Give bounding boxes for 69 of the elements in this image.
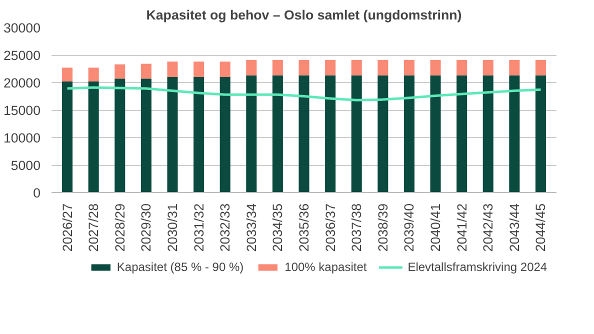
x-tick-label: 2031/32 [191, 203, 206, 252]
bar [298, 60, 310, 76]
legend-label: 100% kapasitet [284, 260, 367, 274]
y-tick-label: 0 [33, 186, 41, 200]
x-tick-label: 2040/41 [428, 203, 444, 252]
bar [220, 62, 230, 77]
y-tick-label: 25000 [3, 48, 40, 63]
chart-title: Kapasitet og behov – Oslo samlet (ungdomstrinn) [146, 8, 462, 22]
bar [140, 78, 152, 192]
bar [351, 60, 362, 76]
x-tick-label: 2027/28 [86, 203, 102, 252]
y-tick-label: 10000 [3, 130, 40, 146]
line-series [66, 86, 542, 102]
bar [404, 75, 414, 192]
x-tick-label: 2029/30 [138, 203, 154, 252]
bar [535, 60, 546, 76]
bar [62, 81, 73, 192]
bar [272, 75, 283, 192]
bar [167, 77, 178, 192]
y-tick-label: 5000 [10, 158, 41, 173]
y-tick-label: 20000 [3, 76, 40, 90]
bar [351, 75, 362, 192]
bar [140, 64, 152, 79]
y-tick-label: 15000 [3, 103, 40, 118]
x-tick-label: 2030/31 [164, 203, 180, 252]
bar [456, 75, 468, 192]
bar [62, 68, 73, 82]
bar [482, 75, 494, 192]
bar [246, 60, 257, 76]
bar [509, 75, 520, 192]
y-tick-label: 30000 [3, 20, 40, 36]
x-tick-label: 2037/38 [349, 203, 364, 252]
bar [114, 78, 126, 192]
x-tick-label: 2033/34 [244, 202, 259, 252]
bar [194, 62, 204, 77]
bar [220, 77, 230, 192]
x-tick-label: 2036/37 [322, 203, 338, 252]
bar [246, 75, 257, 192]
x-tick-label: 2042/43 [480, 203, 496, 252]
bar [88, 81, 99, 192]
x-tick-label: 2038/39 [375, 203, 390, 252]
bar [114, 64, 126, 79]
x-tick-label: 2034/35 [270, 203, 286, 252]
x-tick-label: 2044/45 [533, 203, 548, 252]
bar [325, 60, 336, 76]
x-tick-label: 2041/42 [454, 203, 470, 252]
bar [88, 68, 99, 82]
x-tick-label: 2035/36 [296, 203, 312, 252]
bar [298, 75, 310, 192]
bar [325, 75, 336, 192]
bar [430, 75, 441, 192]
x-tick-label: 2026/27 [60, 203, 75, 252]
legend-label: Kapasitet (85 % - 90 %) [116, 260, 244, 274]
bar [430, 60, 441, 76]
x-tick-label: 2028/29 [112, 203, 128, 252]
bar [456, 60, 468, 76]
legend-label: Elevtallsframskriving 2024 [408, 260, 548, 274]
bar [482, 60, 494, 76]
bar [378, 60, 388, 76]
bar [535, 75, 546, 192]
x-tick-label: 2043/44 [506, 202, 522, 252]
x-tick-label: 2039/40 [402, 203, 417, 252]
x-tick-label: 2032/33 [218, 203, 233, 252]
bar [404, 60, 414, 76]
bar [272, 60, 283, 76]
bar [378, 75, 388, 192]
bar [509, 60, 520, 76]
bar [194, 77, 204, 192]
bar [167, 62, 178, 77]
